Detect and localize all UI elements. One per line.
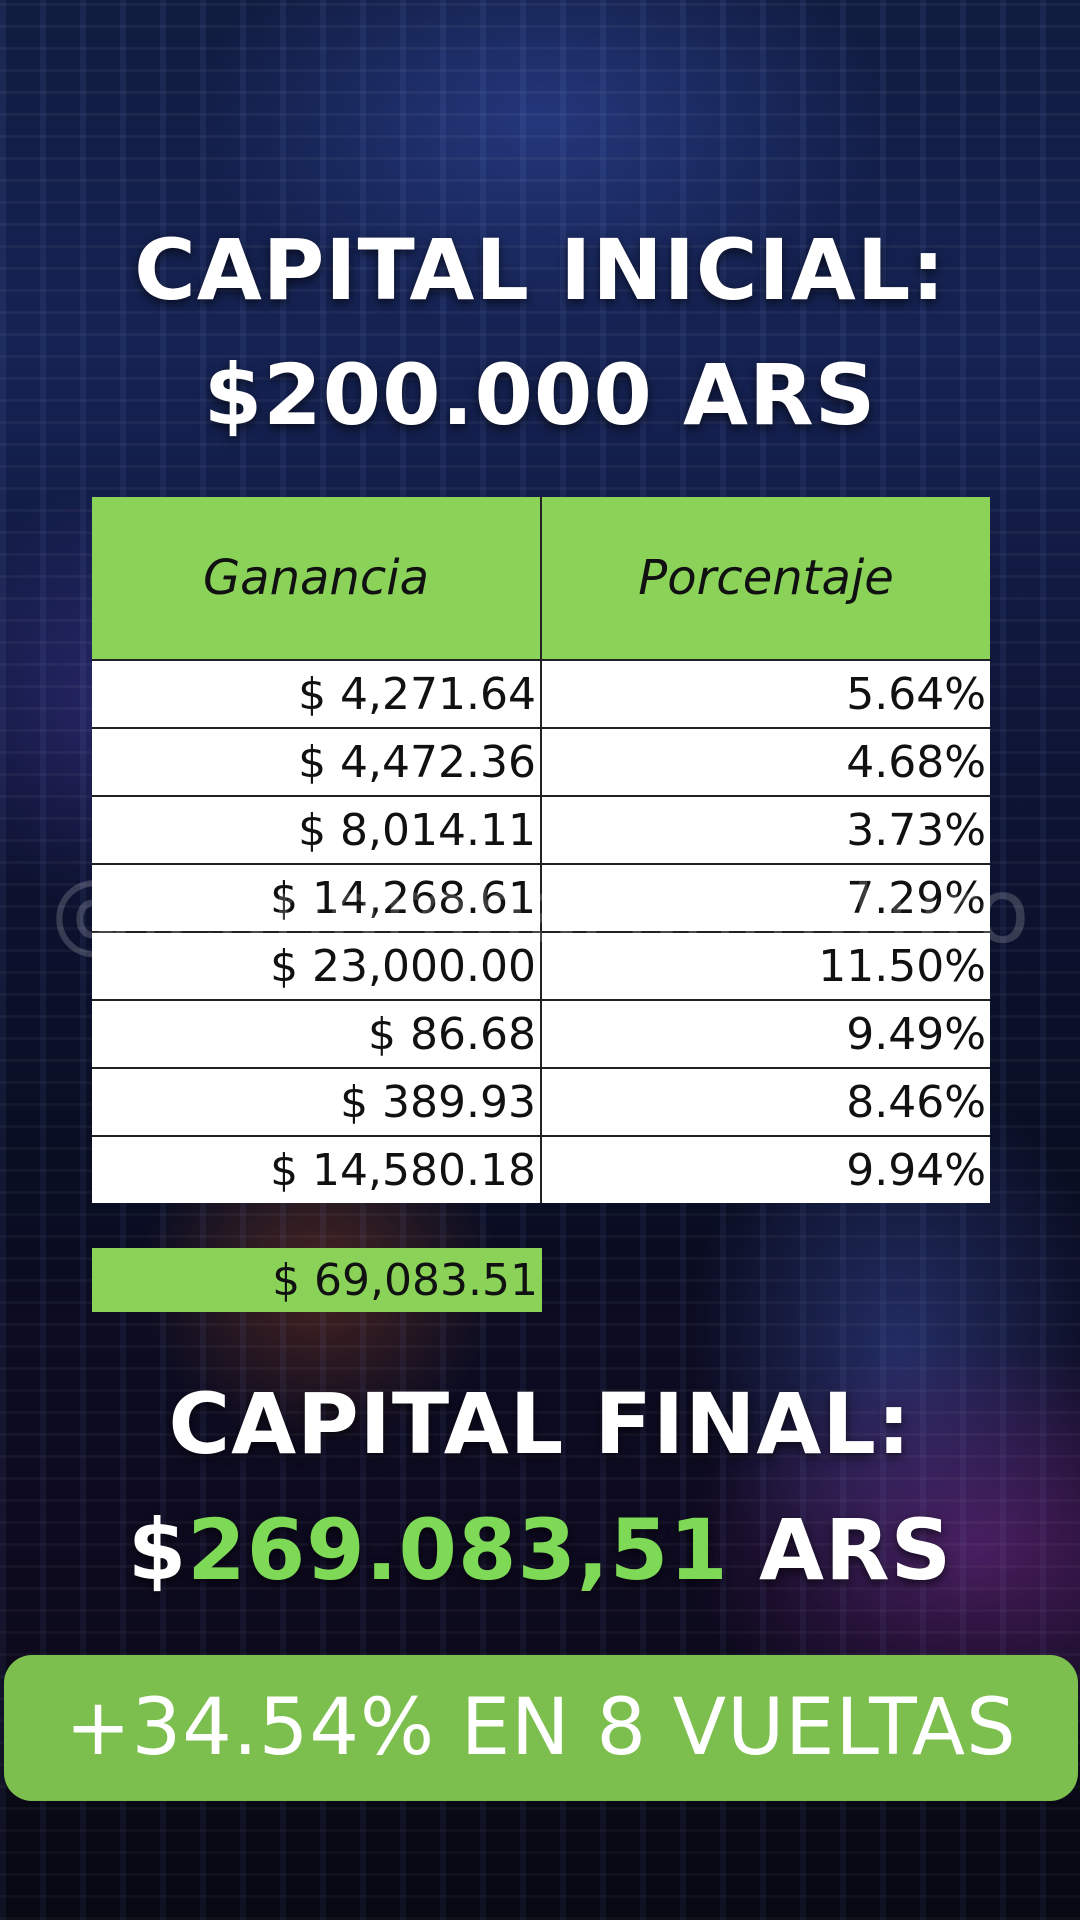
- earnings-table: Ganancia Porcentaje $ 4,271.64 5.64% $ 4,4…: [92, 497, 990, 1203]
- capital-final-amount: $269.083,51 ARS: [0, 1508, 1080, 1592]
- column-header-ganancia: Ganancia: [92, 497, 542, 659]
- table-header: Ganancia Porcentaje: [92, 497, 990, 659]
- cell-ganancia: $ 8,014.11: [92, 797, 542, 863]
- table-row: $ 14,268.61 7.29%: [92, 863, 990, 931]
- table-row: $ 4,271.64 5.64%: [92, 659, 990, 727]
- cell-porcentaje: 3.73%: [846, 804, 986, 856]
- cell-porcentaje: 8.46%: [846, 1076, 986, 1128]
- column-header-porcentaje: Porcentaje: [638, 550, 894, 606]
- cell-ganancia: $ 23,000.00: [92, 933, 542, 999]
- capital-final-label: CAPITAL FINAL:: [168, 1375, 912, 1473]
- cell-ganancia: $ 86.68: [92, 1001, 542, 1067]
- return-summary-badge: +34.54% EN 8 VUELTAS: [4, 1655, 1078, 1801]
- cell-porcentaje: 4.68%: [846, 736, 986, 788]
- cell-porcentaje: 9.49%: [846, 1008, 986, 1060]
- capital-inicial-amount: $200.000 ARS: [203, 346, 877, 444]
- cell-ganancia: $ 14,580.18: [92, 1137, 542, 1203]
- table-row: $ 23,000.00 11.50%: [92, 931, 990, 999]
- table-row: $ 14,580.18 9.94%: [92, 1135, 990, 1203]
- currency-symbol: $: [127, 1501, 188, 1599]
- cell-ganancia: $ 389.93: [92, 1069, 542, 1135]
- cell-ganancia: $ 4,271.64: [92, 661, 542, 727]
- currency-code: ARS: [758, 1501, 953, 1599]
- table-row: $ 389.93 8.46%: [92, 1067, 990, 1135]
- table-body: $ 4,271.64 5.64% $ 4,472.36 4.68% $ 8,014.11…: [92, 659, 990, 1203]
- cell-ganancia: $ 4,472.36: [92, 729, 542, 795]
- final-amount-value: 269.083,51: [187, 1501, 729, 1599]
- cell-porcentaje: 9.94%: [846, 1144, 986, 1196]
- table-row: $ 8,014.11 3.73%: [92, 795, 990, 863]
- cell-porcentaje: 7.29%: [846, 872, 986, 924]
- table-row: $ 4,472.36 4.68%: [92, 727, 990, 795]
- cell-porcentaje: 5.64%: [846, 668, 986, 720]
- capital-inicial-label: CAPITAL INICIAL:: [134, 221, 946, 319]
- cell-porcentaje: 11.50%: [818, 940, 986, 992]
- cell-ganancia: $ 14,268.61: [92, 865, 542, 931]
- table-row: $ 86.68 9.49%: [92, 999, 990, 1067]
- total-ganancia: $ 69,083.51: [92, 1248, 542, 1312]
